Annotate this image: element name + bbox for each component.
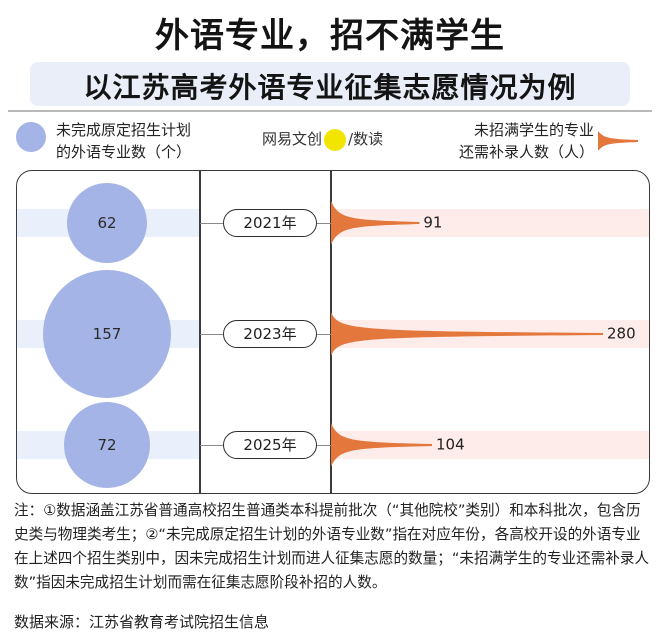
bubble-value: 62: [97, 213, 117, 232]
ribbon-2021: [331, 201, 420, 245]
legend-circle-icon: [16, 122, 46, 152]
bubble-2025: 72: [63, 401, 151, 489]
ribbon-2023: [331, 312, 603, 356]
ribbon-layer: 91 280 104: [331, 201, 636, 467]
legend-right: 未招满学生的专业 还需补录人数（人）: [459, 119, 594, 163]
legend-right-line1: 未招满学生的专业: [473, 121, 594, 139]
year-label-2021: 2021年: [223, 209, 317, 237]
ribbon-value-2021: 91: [423, 214, 442, 232]
brand-badge-icon: [324, 128, 347, 151]
brand-logo: 网易文创/数读: [262, 128, 383, 151]
legend-left: 未完成原定招生计划 的外语专业数（个）: [56, 119, 191, 163]
chart-frame: 62 157 72 2021年 2023年 2025年 91 280 104: [16, 170, 650, 494]
legend-right-line2: 还需补录人数（人）: [458, 143, 594, 161]
brand-part2: 文创: [292, 130, 323, 148]
brand-part1: 网易: [262, 130, 293, 148]
divider: [8, 110, 652, 112]
ribbon-value-2023: 280: [607, 325, 636, 343]
page-title: 外语专业，招不满学生: [155, 16, 505, 56]
legend-left-line2: 的外语专业数（个）: [56, 143, 192, 161]
data-source: 数据来源：江苏省教育考试院招生信息: [14, 613, 270, 631]
page-subtitle: 以江苏高考外语专业征集志愿情况为例: [83, 71, 577, 104]
bubble-value: 157: [92, 325, 122, 343]
bubble-2023: 157: [43, 270, 171, 398]
bubble-2021: 62: [66, 182, 148, 264]
column-divider: [199, 171, 201, 493]
brand-part3: /数读: [348, 130, 384, 148]
year-label-2023: 2023年: [223, 320, 317, 348]
year-label-2025: 2025年: [223, 431, 317, 459]
legend-ribbon-icon: [598, 131, 638, 151]
bubble-value: 72: [97, 435, 117, 454]
ribbon-value-2025: 104: [436, 436, 465, 454]
footnote: 注：①数据涵盖江苏省普通高校招生普通类本科提前批次（“其他院校”类别）和本科批次…: [14, 502, 650, 591]
ribbon-2025: [331, 423, 433, 467]
legend-left-line1: 未完成原定招生计划: [56, 121, 192, 139]
column-divider: [330, 171, 332, 493]
subtitle-band: [30, 62, 630, 106]
